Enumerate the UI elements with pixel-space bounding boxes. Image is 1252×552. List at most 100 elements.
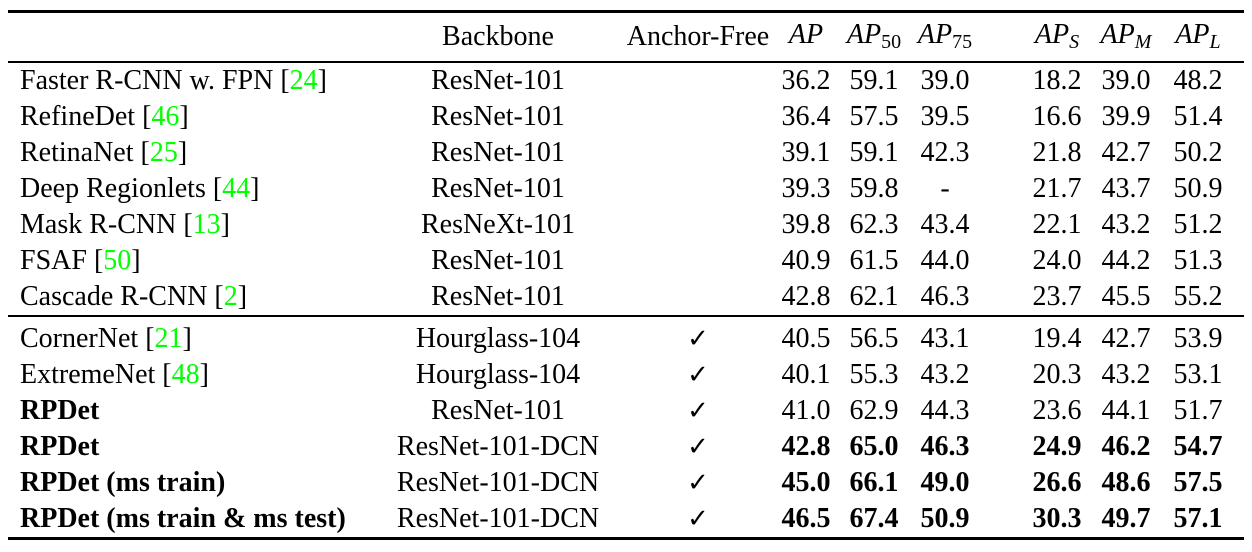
method-name: CornerNet [20,322,139,354]
table-row: FSAF [50] ResNet-101 40.9 61.5 44.0 24.0 44.2 5… [8,243,1244,279]
metric-cell: 39.3 [781,172,831,204]
table-row: RPDet ResNet-101 ✓ 41.0 62.9 44.3 23.6 44.1 51.7 [8,393,1244,429]
method-name: Mask R-CNN [20,208,177,240]
metric-cell: 62.9 [849,394,899,426]
gap-cell [981,171,1023,207]
method-cell: RetinaNet [25] [20,136,188,168]
backbone-cell: Hourglass-104 [415,358,581,390]
table-row: ExtremeNet [48] Hourglass-104 ✓ 40.1 55.3 43.… [8,357,1244,393]
gap-cell [981,357,1023,393]
method-name: Deep Regionlets [20,172,206,204]
metric-cell: 48.2 [1173,64,1223,96]
metric-cell: 16.6 [1032,100,1082,132]
method-cell: Deep Regionlets [44] [20,172,260,204]
method-name: RefineDet [20,100,136,132]
metric-cell: 53.1 [1173,358,1223,390]
method-cell: Faster R-CNN w. FPN [24] [20,64,327,96]
gap-cell [981,62,1023,99]
anchor-free-cell [623,135,773,171]
col-header-aps: APS [1034,19,1080,54]
citation-link[interactable]: 48 [171,358,200,390]
gap-cell [1235,393,1244,429]
gap-cell [981,207,1023,243]
metric-cell: 50.9 [1173,172,1223,204]
metric-cell: 61.5 [849,244,899,276]
metric-cell: 51.7 [1173,394,1223,426]
metric-cell: 42.7 [1101,322,1151,354]
method-cell: ExtremeNet [48] [20,358,209,390]
gap-cell [1235,135,1244,171]
citation-link[interactable]: 21 [154,322,183,354]
metric-cell: 55.2 [1173,280,1223,312]
gap-cell [1235,243,1244,279]
metric-cell: 22.1 [1032,208,1082,240]
col-header-backbone: Backbone [442,20,554,52]
method-cell: RPDet [8,393,373,429]
metric-cell: 23.7 [1032,280,1082,312]
gap-cell [981,316,1023,357]
backbone-cell: ResNet-101-DCN [396,502,600,534]
method-name: RPDet [20,394,100,426]
table-row: Cascade R-CNN [2] ResNet-101 42.8 62.1 46.3 2… [8,279,1244,316]
metric-cell: 66.1 [849,466,899,498]
metric-cell: 39.8 [781,208,831,240]
metric-cell: 39.0 [920,64,970,96]
gap-cell [1235,99,1244,135]
table-row: RefineDet [46] ResNet-101 36.4 57.5 39.5 16.6… [8,99,1244,135]
metric-cell: 46.3 [920,280,970,312]
metric-cell: 46.2 [1101,430,1151,462]
table-row: RPDet (ms train & ms test) ResNet-101-DCN… [8,501,1244,539]
metric-cell: 46.3 [920,430,970,462]
table-row: RPDet ResNet-101-DCN ✓ 42.8 65.0 46.3 24.9 46.2… [8,429,1244,465]
header-row: Backbone Anchor-Free AP AP50 AP75 APS AP… [8,11,1244,62]
method-cell: RPDet (ms train) [8,465,373,501]
metric-cell: 26.6 [1032,466,1082,498]
table-row: CornerNet [21] Hourglass-104 ✓ 40.5 56.5 43.1… [8,316,1244,357]
checkmark-icon: ✓ [687,467,709,497]
metric-cell: 57.5 [849,100,899,132]
table-row: RetinaNet [25] ResNet-101 39.1 59.1 42.3 21.8… [8,135,1244,171]
anchor-free-cell [623,243,773,279]
metric-cell: 24.9 [1032,430,1082,462]
gap-cell [981,243,1023,279]
backbone-cell: ResNet-101 [431,280,565,312]
checkmark-icon: ✓ [687,503,709,533]
backbone-cell: ResNet-101-DCN [396,430,600,462]
citation-link[interactable]: 50 [103,244,132,276]
citation-link[interactable]: 2 [223,280,238,312]
method-name: Faster R-CNN w. FPN [20,64,274,96]
backbone-cell: ResNeXt-101 [421,208,575,240]
citation-link[interactable]: 13 [192,208,221,240]
metric-cell: 39.1 [781,136,831,168]
col-header-apl: APL [1175,19,1221,54]
method-cell: RPDet (ms train & ms test) [8,501,373,539]
metric-cell: 62.1 [849,280,899,312]
method-cell: Cascade R-CNN [2] [20,280,248,312]
table-section-anchor-free: CornerNet [21] Hourglass-104 ✓ 40.5 56.5 43.1… [8,315,1244,539]
method-cell: RPDet [8,429,373,465]
method-name: RetinaNet [20,136,134,168]
metric-cell: 44.3 [920,394,970,426]
metric-cell: 42.8 [781,430,831,462]
col-gap [981,12,1023,62]
metric-cell: 43.2 [1101,208,1151,240]
metric-cell: 53.9 [1173,322,1223,354]
anchor-free-cell [623,207,773,243]
metric-cell: 43.4 [920,208,970,240]
metric-cell: 44.0 [920,244,970,276]
metric-cell: 43.7 [1101,172,1151,204]
method-cell: CornerNet [21] [20,322,192,354]
citation-link[interactable]: 25 [149,136,178,168]
metric-cell: 49.7 [1101,502,1151,534]
citation-link[interactable]: 46 [151,100,180,132]
col-header-anchor-free: Anchor-Free [626,20,770,52]
table-row: Mask R-CNN [13] ResNeXt-101 39.8 62.3 43.4 22… [8,207,1244,243]
metric-cell: 44.2 [1101,244,1151,276]
metric-cell: 19.4 [1032,322,1082,354]
metric-cell: 46.5 [781,502,831,534]
table-row: RPDet (ms train) ResNet-101-DCN ✓ 45.0 66.1 4… [8,465,1244,501]
citation-link[interactable]: 24 [289,64,318,96]
citation-link[interactable]: 44 [222,172,251,204]
col-header-ap50: AP50 [846,19,902,54]
metric-cell: 18.2 [1032,64,1082,96]
